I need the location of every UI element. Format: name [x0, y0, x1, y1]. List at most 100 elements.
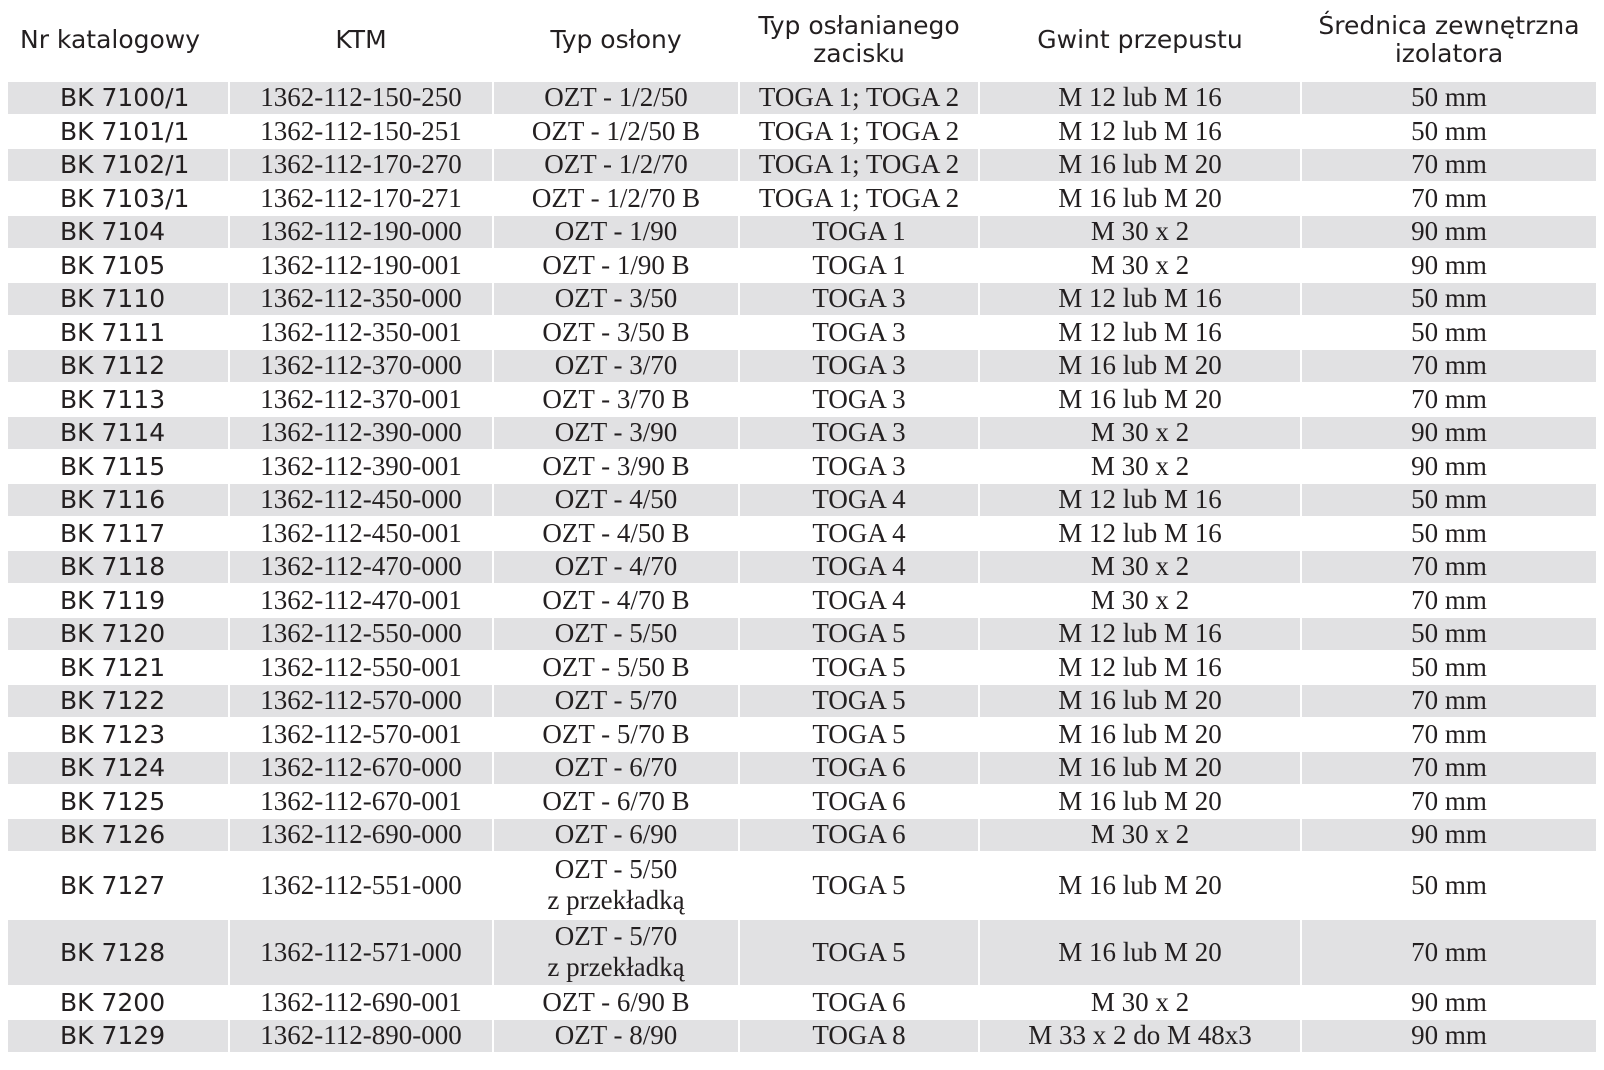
table-row: BK 7115 1362-112-390-001 OZT - 3/90 B TOGA … [8, 449, 1596, 483]
header-clamp-type: Typ osłanianego zacisku [758, 11, 960, 68]
table-row: BK 7123 1362-112-570-001 OZT - 5/70 B TOGA … [8, 717, 1596, 751]
thread-cell: M 16 lub M 20 [1058, 383, 1222, 414]
catalog-number-cell: BK 7101/1 [60, 116, 190, 146]
thread-cell: M 30 x 2 [1090, 986, 1190, 1017]
clamp-type-cell: TOGA 1; TOGA 2 [740, 149, 978, 181]
clamp-type-cell: TOGA 5 [812, 869, 906, 900]
ktm-cell: 1362-112-190-001 [260, 249, 462, 280]
thread-cell: M 30 x 2 [980, 819, 1300, 851]
diameter-cell: 70 mm [1302, 350, 1596, 382]
ktm-cell: 1362-112-450-000 [230, 484, 492, 516]
thread-cell: M 16 lub M 20 [1058, 718, 1222, 749]
cover-type-cell: OZT - 5/50 B [542, 651, 690, 682]
thread-cell: M 30 x 2 [980, 216, 1300, 248]
thread-cell: M 16 lub M 20 [980, 919, 1300, 985]
diameter-cell: 70 mm [1302, 685, 1596, 717]
cover-type-cell: OZT - 1/2/70 B [531, 182, 701, 213]
cover-type-cell: OZT - 6/90 B [542, 986, 690, 1017]
diameter-cell: 50 mm [1411, 316, 1487, 347]
catalog-number-cell: BK 7117 [60, 518, 166, 548]
ktm-cell: 1362-112-170-270 [230, 149, 492, 181]
diameter-cell: 50 mm [1302, 283, 1596, 315]
cover-type-cell: OZT - 1/2/70 [494, 149, 738, 181]
cover-type-cell: OZT - 3/70 [494, 350, 738, 382]
clamp-type-cell: TOGA 3 [812, 450, 906, 481]
catalog-number-cell: BK 7102/1 [8, 149, 228, 181]
clamp-type-cell: TOGA 1 [812, 249, 906, 280]
cover-type-cell: OZT - 3/50 B [542, 316, 690, 347]
cover-type-cell: OZT - 4/50 [494, 484, 738, 516]
clamp-type-cell: TOGA 6 [740, 819, 978, 851]
table-row: BK 7121 1362-112-550-001 OZT - 5/50 B TOGA … [8, 650, 1596, 684]
thread-cell: M 12 lub M 16 [980, 484, 1300, 516]
thread-cell: M 16 lub M 20 [1058, 785, 1222, 816]
catalog-number-cell: BK 7115 [60, 451, 166, 481]
thread-cell: M 30 x 2 [1090, 584, 1190, 615]
table-row: BK 7125 1362-112-670-001 OZT - 6/70 B TOGA … [8, 784, 1596, 818]
ktm-cell: 1362-112-370-001 [260, 383, 462, 414]
catalog-number-cell: BK 7103/1 [60, 183, 190, 213]
clamp-type-cell: TOGA 5 [740, 685, 978, 717]
diameter-cell: 50 mm [1302, 618, 1596, 650]
ktm-cell: 1362-112-150-251 [260, 115, 462, 146]
thread-cell: M 16 lub M 20 [980, 149, 1300, 181]
ktm-cell: 1362-112-150-250 [230, 82, 492, 114]
catalog-number-cell: BK 7111 [60, 317, 166, 347]
catalog-number-cell: BK 7128 [8, 919, 228, 985]
thread-cell: M 12 lub M 16 [980, 618, 1300, 650]
ktm-cell: 1362-112-370-000 [230, 350, 492, 382]
diameter-cell: 90 mm [1411, 986, 1487, 1017]
diameter-cell: 50 mm [1302, 484, 1596, 516]
catalog-number-cell: BK 7123 [60, 719, 166, 749]
header-cover-type: Typ osłony [550, 25, 682, 54]
clamp-type-cell: TOGA 4 [740, 551, 978, 583]
header-insulator-diameter: Średnica zewnętrzna izolatora [1318, 11, 1580, 68]
cover-type-cell: OZT - 1/90 B [542, 249, 690, 280]
diameter-cell: 90 mm [1302, 417, 1596, 449]
diameter-cell: 50 mm [1411, 869, 1487, 900]
thread-cell: M 16 lub M 20 [980, 350, 1300, 382]
ktm-cell: 1362-112-570-001 [260, 718, 462, 749]
clamp-type-cell: TOGA 1; TOGA 2 [740, 82, 978, 114]
clamp-type-cell: TOGA 4 [812, 584, 906, 615]
catalog-number-cell: BK 7126 [8, 819, 228, 851]
ktm-cell: 1362-112-570-000 [230, 685, 492, 717]
diameter-cell: 70 mm [1302, 752, 1596, 784]
table-row: BK 7119 1362-112-470-001 OZT - 4/70 B TOGA … [8, 583, 1596, 617]
diameter-cell: 50 mm [1411, 651, 1487, 682]
cover-type-cell: OZT - 1/90 [494, 216, 738, 248]
diameter-cell: 70 mm [1411, 785, 1487, 816]
clamp-type-cell: TOGA 6 [812, 785, 906, 816]
cover-type-cell: OZT - 5/70 [494, 685, 738, 717]
cover-type-cell: OZT - 1/2/50 [494, 82, 738, 114]
ktm-cell: 1362-112-690-001 [260, 986, 462, 1017]
catalog-table: Nr katalogowy KTM Typ osłony Typ osłania… [8, 0, 1596, 1052]
cover-type-cell: OZT - 4/70 [494, 551, 738, 583]
diameter-cell: 70 mm [1411, 182, 1487, 213]
ktm-cell: 1362-112-551-000 [260, 869, 462, 900]
catalog-number-cell: BK 7116 [8, 484, 228, 516]
diameter-cell: 70 mm [1302, 551, 1596, 583]
clamp-type-cell: TOGA 3 [812, 383, 906, 414]
thread-cell: M 30 x 2 [980, 551, 1300, 583]
table-row: BK 7128 1362-112-571-000 OZT - 5/70 z prze… [8, 918, 1596, 985]
thread-cell: M 12 lub M 16 [1058, 316, 1222, 347]
catalog-number-cell: BK 7105 [60, 250, 166, 280]
cover-type-cell: OZT - 6/70 [494, 752, 738, 784]
diameter-cell: 90 mm [1411, 450, 1487, 481]
ktm-cell: 1362-112-670-000 [230, 752, 492, 784]
diameter-cell: 90 mm [1302, 1020, 1596, 1052]
clamp-type-cell: TOGA 1 [740, 216, 978, 248]
ktm-cell: 1362-112-571-000 [230, 919, 492, 985]
ktm-cell: 1362-112-190-000 [230, 216, 492, 248]
catalog-number-cell: BK 7104 [8, 216, 228, 248]
ktm-cell: 1362-112-390-000 [230, 417, 492, 449]
thread-cell: M 12 lub M 16 [980, 283, 1300, 315]
catalog-number-cell: BK 7127 [60, 870, 166, 900]
